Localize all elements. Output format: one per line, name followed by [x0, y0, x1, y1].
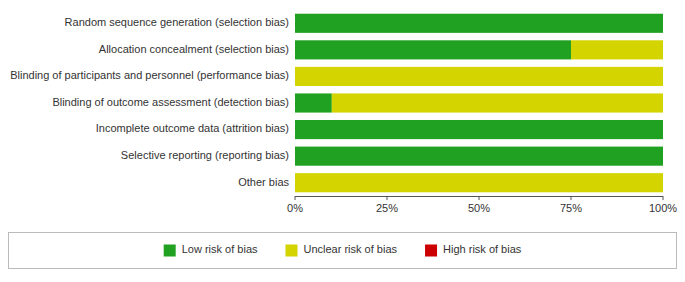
category-label: Incomplete outcome data (attrition bias): [96, 122, 289, 134]
bar-segment: [295, 67, 663, 86]
x-tick-label: 25%: [376, 202, 398, 214]
bar-segment: [332, 93, 663, 112]
legend-label: Low risk of bias: [182, 243, 258, 255]
x-tick-label: 100%: [649, 202, 677, 214]
x-tick: [295, 196, 296, 200]
category-label: Other bias: [238, 176, 289, 188]
category-label: Selective reporting (reporting bias): [121, 149, 289, 161]
legend-swatch: [425, 245, 437, 257]
legend-box: [9, 233, 677, 269]
legend-label: Unclear risk of bias: [304, 243, 398, 255]
bar-segment: [663, 40, 664, 59]
category-label: Blinding of participants and personnel (…: [10, 69, 289, 81]
bar-segment: [295, 173, 663, 192]
bar-segment: [663, 173, 664, 192]
x-tick-label: 0%: [287, 202, 303, 214]
bar-segment: [663, 67, 664, 86]
category-label: Random sequence generation (selection bi…: [65, 16, 289, 28]
legend-label: High risk of bias: [443, 243, 522, 255]
category-label: Allocation concealment (selection bias): [99, 43, 289, 55]
legend-swatch: [164, 245, 176, 257]
bar-segment: [295, 93, 332, 112]
bar-segment: [663, 120, 664, 139]
bar-segment: [295, 40, 571, 59]
bar-segment: [295, 147, 663, 166]
x-tick: [663, 196, 664, 200]
x-tick: [387, 196, 388, 200]
x-tick: [571, 196, 572, 200]
x-tick-label: 50%: [468, 202, 490, 214]
bar-segment: [663, 14, 664, 33]
bar-segment: [663, 147, 664, 166]
category-label: Blinding of outcome assessment (detectio…: [52, 96, 289, 108]
x-tick-label: 75%: [560, 202, 582, 214]
bar-segment: [663, 14, 664, 33]
bar-segment: [663, 147, 664, 166]
bar-segment: [663, 120, 664, 139]
chart: Random sequence generation (selection bi…: [0, 0, 685, 282]
bar-segment: [295, 14, 663, 33]
bars: [295, 14, 663, 193]
legend-swatch: [286, 245, 298, 257]
bar-segment: [295, 120, 663, 139]
x-tick: [479, 196, 480, 200]
bar-segment: [571, 40, 663, 59]
bar-segment: [663, 93, 664, 112]
